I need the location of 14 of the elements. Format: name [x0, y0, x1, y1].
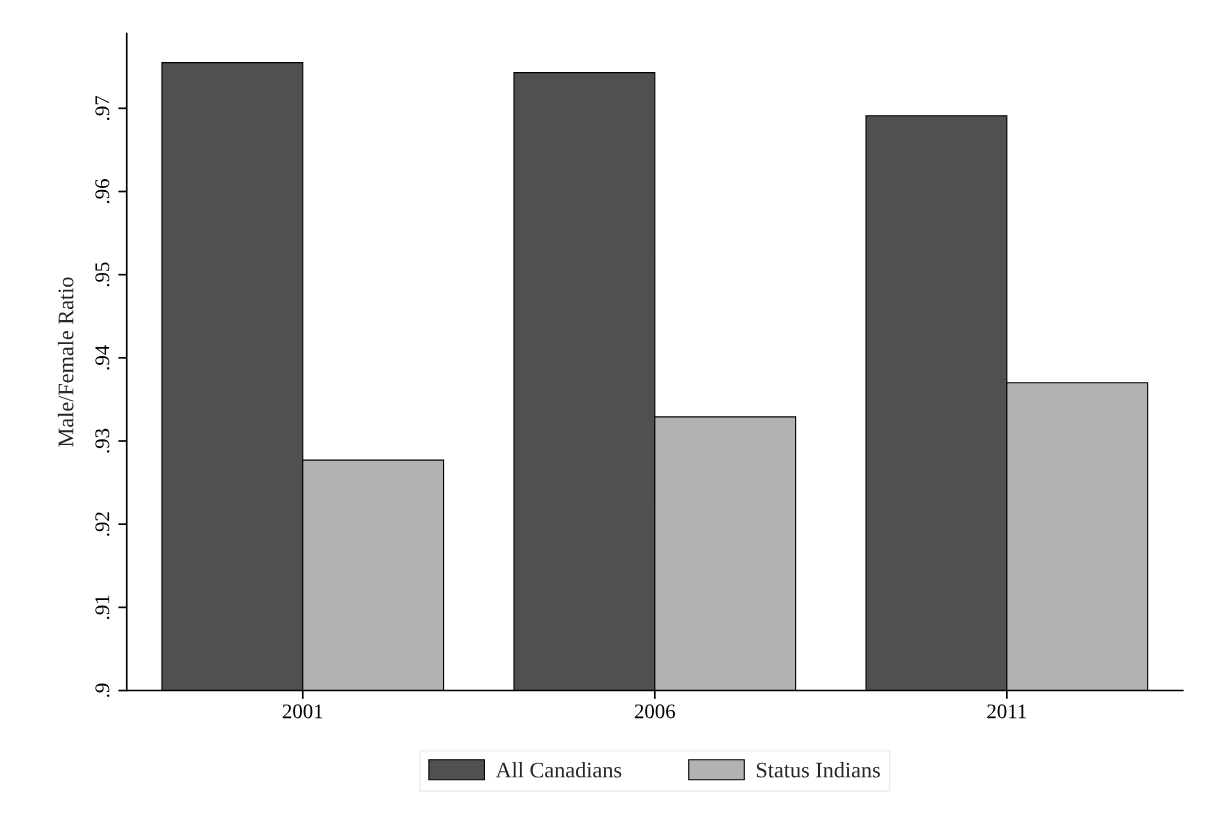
x-tick-label: 2001: [282, 704, 323, 719]
y-axis-title: Male/Female Ratio: [57, 277, 74, 447]
y-tick-label: .96: [95, 179, 110, 204]
y-tick-label: .91: [95, 595, 110, 619]
x-tick-label: 2011: [987, 704, 1027, 719]
x-tick-label: 2006: [634, 704, 676, 719]
legend-label: Status Indians: [756, 761, 880, 778]
y-tick-label: .94: [95, 345, 110, 370]
y-tick-label: .93: [95, 428, 110, 453]
legend-label: All Canadians: [495, 761, 622, 778]
y-tick-label: .97: [95, 95, 110, 120]
y-tick-label: .9: [95, 683, 110, 697]
y-tick-label: .92: [95, 512, 110, 536]
y-tick-label: .95: [95, 262, 110, 287]
